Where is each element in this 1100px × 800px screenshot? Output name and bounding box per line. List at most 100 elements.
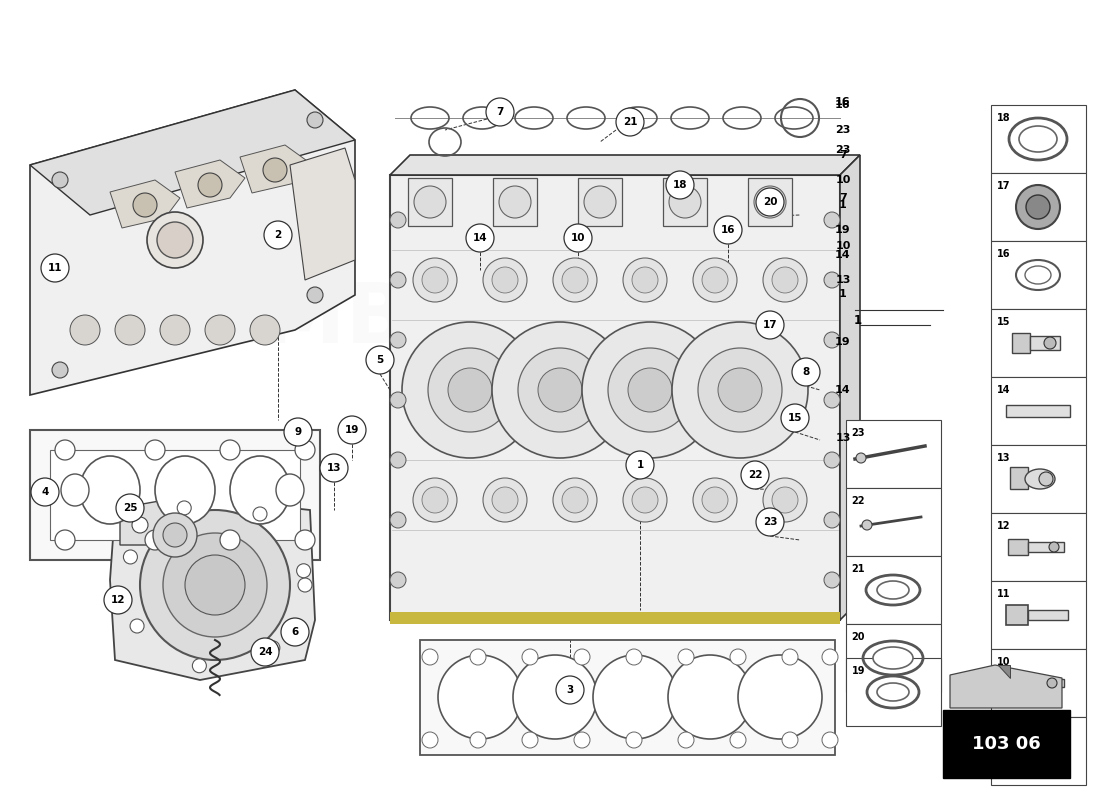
Circle shape [628,368,672,412]
Circle shape [1041,744,1055,758]
Text: 15: 15 [997,317,1010,327]
Circle shape [250,315,280,345]
Bar [846,658,940,726]
Circle shape [414,186,446,218]
Circle shape [518,348,602,432]
Circle shape [390,332,406,348]
Bar [846,420,940,488]
Text: 21: 21 [851,564,865,574]
Circle shape [1049,542,1059,552]
Polygon shape [30,430,320,560]
Bar [1006,605,1028,625]
Circle shape [466,224,494,252]
Ellipse shape [1028,740,1060,762]
Circle shape [730,732,746,748]
Bar [1030,336,1060,350]
Text: 12: 12 [111,595,125,605]
Circle shape [470,649,486,665]
Circle shape [672,322,808,458]
Circle shape [538,368,582,412]
Text: 17: 17 [762,320,778,330]
Circle shape [856,453,866,463]
Circle shape [562,487,588,513]
Circle shape [738,655,822,739]
Bar [846,624,940,692]
Circle shape [52,362,68,378]
Circle shape [756,311,784,339]
Ellipse shape [60,474,89,506]
Circle shape [824,392,840,408]
Circle shape [678,732,694,748]
Circle shape [513,655,597,739]
Circle shape [422,649,438,665]
Circle shape [824,212,840,228]
Circle shape [492,267,518,293]
Circle shape [264,221,292,249]
Circle shape [492,322,628,458]
Circle shape [366,346,394,374]
Circle shape [553,478,597,522]
Circle shape [390,272,406,288]
Circle shape [741,461,769,489]
Text: 14: 14 [997,385,1010,395]
Bar [990,173,1086,241]
Circle shape [824,512,840,528]
Polygon shape [50,450,300,540]
Bar [1010,741,1030,761]
Circle shape [702,487,728,513]
Text: 11: 11 [997,589,1010,599]
Circle shape [593,655,676,739]
Circle shape [220,440,240,460]
Circle shape [422,487,448,513]
Bar [846,488,940,556]
Bar [1012,333,1030,353]
Circle shape [298,578,312,592]
Circle shape [1044,337,1056,349]
Circle shape [782,732,797,748]
Polygon shape [240,145,310,193]
Circle shape [116,494,144,522]
Text: 7: 7 [839,193,847,203]
Circle shape [390,392,406,408]
Circle shape [157,222,192,258]
Circle shape [1026,195,1050,219]
Circle shape [295,530,315,550]
Text: 23: 23 [762,517,778,527]
Text: 19: 19 [835,225,850,235]
Text: 19: 19 [835,337,850,347]
Circle shape [574,732,590,748]
Circle shape [145,440,165,460]
Ellipse shape [230,456,290,524]
Bar [990,513,1086,581]
Circle shape [824,572,840,588]
Text: 21: 21 [623,117,637,127]
Bar [990,241,1086,309]
Circle shape [564,224,592,252]
Circle shape [824,332,840,348]
Circle shape [198,173,222,197]
Circle shape [390,212,406,228]
Polygon shape [110,498,315,680]
Circle shape [412,258,456,302]
Circle shape [714,216,742,244]
Circle shape [693,258,737,302]
Text: 8: 8 [802,367,810,377]
Circle shape [177,501,191,515]
Text: 23: 23 [851,428,865,438]
Circle shape [698,348,782,432]
Circle shape [448,368,492,412]
Text: 18: 18 [673,180,688,190]
Text: 13: 13 [997,453,1010,463]
Circle shape [192,658,207,673]
Text: 16: 16 [835,97,850,107]
Bar [578,178,621,226]
Bar [990,377,1086,445]
Text: 14: 14 [835,250,850,260]
Bar [1010,467,1028,489]
Circle shape [623,258,667,302]
Circle shape [781,404,808,432]
Bar [990,309,1086,377]
Circle shape [132,517,148,533]
Text: 9: 9 [295,427,301,437]
Text: 13: 13 [835,275,850,285]
